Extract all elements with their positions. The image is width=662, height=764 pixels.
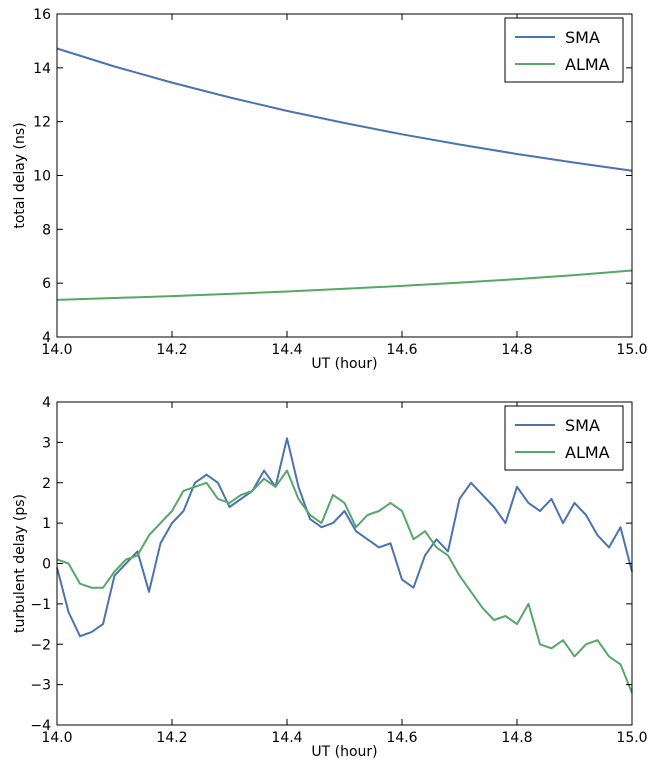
y-tick-label: 16 xyxy=(33,7,51,23)
y-tick-label: 0 xyxy=(42,557,51,573)
y-tick-label: −4 xyxy=(30,718,51,734)
y-tick-label: 6 xyxy=(42,276,51,292)
x-tick-label: 14.6 xyxy=(386,342,417,358)
y-tick-label: 4 xyxy=(42,395,51,411)
x-tick-label: 14.6 xyxy=(386,730,417,746)
y-tick-label: 12 xyxy=(33,115,51,131)
legend-label-alma: ALMA xyxy=(565,443,610,462)
x-tick-label: 14.0 xyxy=(41,342,72,358)
legend-label-sma: SMA xyxy=(565,28,600,47)
x-tick-label: 15.0 xyxy=(616,342,647,358)
legend-label-alma: ALMA xyxy=(565,55,610,74)
y-tick-label: 8 xyxy=(42,222,51,238)
y-tick-label: −2 xyxy=(30,637,51,653)
series-line-sma xyxy=(56,47,633,172)
series-line-sma xyxy=(56,437,633,638)
y-tick-label: 1 xyxy=(42,516,51,532)
y-tick-label: 10 xyxy=(33,169,51,185)
x-tick-label: 15.0 xyxy=(616,730,647,746)
y-axis-label: turbulent delay (ps) xyxy=(12,494,28,633)
chart-turbulent-delay: 14.0 14.2 14.4 14.6 14.8 15.0 −4 −3 −2 −1 0 1 2 3 4 UT … xyxy=(12,395,648,760)
series-line-alma xyxy=(56,469,633,694)
y-tick-label: −3 xyxy=(30,678,51,694)
x-tick-label: 14.0 xyxy=(41,730,72,746)
x-axis-label: UT (hour) xyxy=(311,356,377,372)
y-tick-label: 4 xyxy=(42,330,51,346)
y-tick-label: 14 xyxy=(33,61,51,77)
x-tick-label: 14.4 xyxy=(271,342,302,358)
legend-box xyxy=(504,17,624,83)
x-tick-label: 14.4 xyxy=(271,730,302,746)
x-tick-label: 14.8 xyxy=(501,342,532,358)
legend-label-sma: SMA xyxy=(565,416,600,435)
x-tick-label: 14.2 xyxy=(156,342,187,358)
y-tick-label: −1 xyxy=(30,597,51,613)
y-axis-label: total delay (ns) xyxy=(12,122,28,228)
series-line-alma xyxy=(56,269,633,301)
y-tick-label: 2 xyxy=(42,476,51,492)
y-tick-label: 3 xyxy=(42,435,51,451)
x-tick-label: 14.2 xyxy=(156,730,187,746)
chart-total-delay: 14.0 14.2 14.4 14.6 14.8 15.0 4 6 8 10 12 14 16 UT (h… xyxy=(12,7,648,372)
x-axis-label: UT (hour) xyxy=(311,744,377,760)
legend-box xyxy=(504,405,624,471)
x-tick-label: 14.8 xyxy=(501,730,532,746)
